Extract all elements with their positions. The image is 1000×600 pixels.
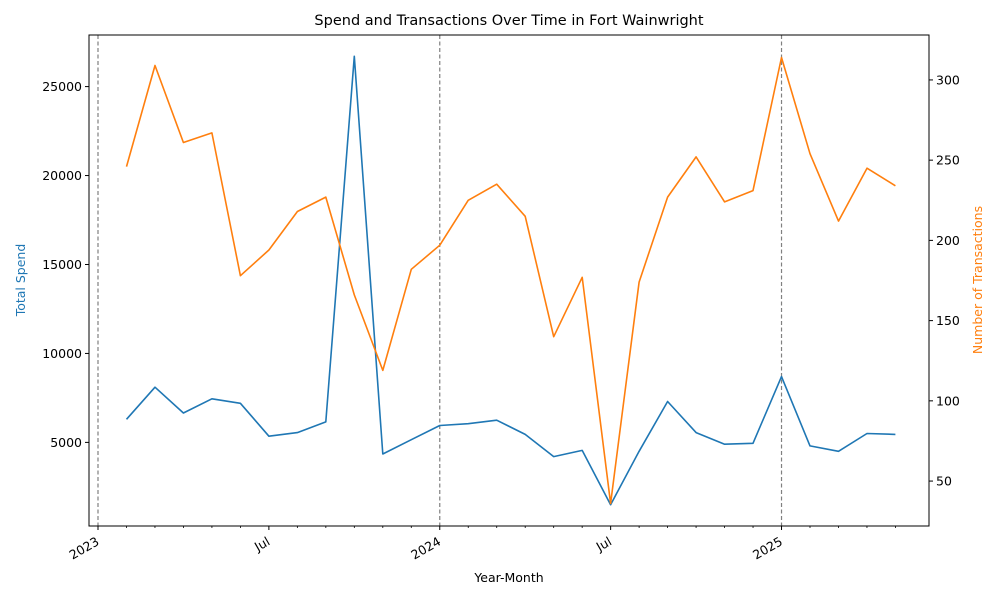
y-right-tick-label: 300 — [936, 72, 960, 87]
chart-title: Spend and Transactions Over Time in Fort… — [314, 13, 703, 29]
y-right-tick-label: 100 — [936, 393, 960, 408]
y-left-tick-label: 25000 — [42, 79, 82, 94]
y-right-tick-label: 150 — [936, 313, 960, 328]
y-right-axis-label: Number of Transactions — [970, 206, 985, 354]
y-right-tick-label: 250 — [936, 153, 960, 168]
x-tick-label: Jul — [251, 534, 272, 555]
y-right-tick-label: 50 — [936, 474, 952, 489]
plot-area: 5000 10000 15000 20000 25000 50 100 150 200 250 30… — [42, 35, 960, 563]
x-tick-label: 2023 — [66, 534, 101, 563]
y-left-tick-label: 15000 — [42, 257, 82, 272]
y-left-tick-label: 20000 — [42, 168, 82, 183]
y-right-tick-label: 200 — [936, 233, 960, 248]
x-tick-label: 2025 — [750, 534, 785, 563]
transactions-line — [125, 56, 896, 505]
plot-frame — [88, 34, 930, 527]
y-left-axis-label: Total Spend — [13, 244, 28, 318]
y-left-tick-label: 5000 — [50, 435, 82, 450]
x-axis-label: Year-Month — [473, 570, 543, 585]
x-tick-label: 2024 — [408, 534, 443, 563]
x-tick-label: Jul — [593, 534, 614, 555]
total-spend-line — [125, 55, 896, 506]
y-left-tick-label: 10000 — [42, 346, 82, 361]
